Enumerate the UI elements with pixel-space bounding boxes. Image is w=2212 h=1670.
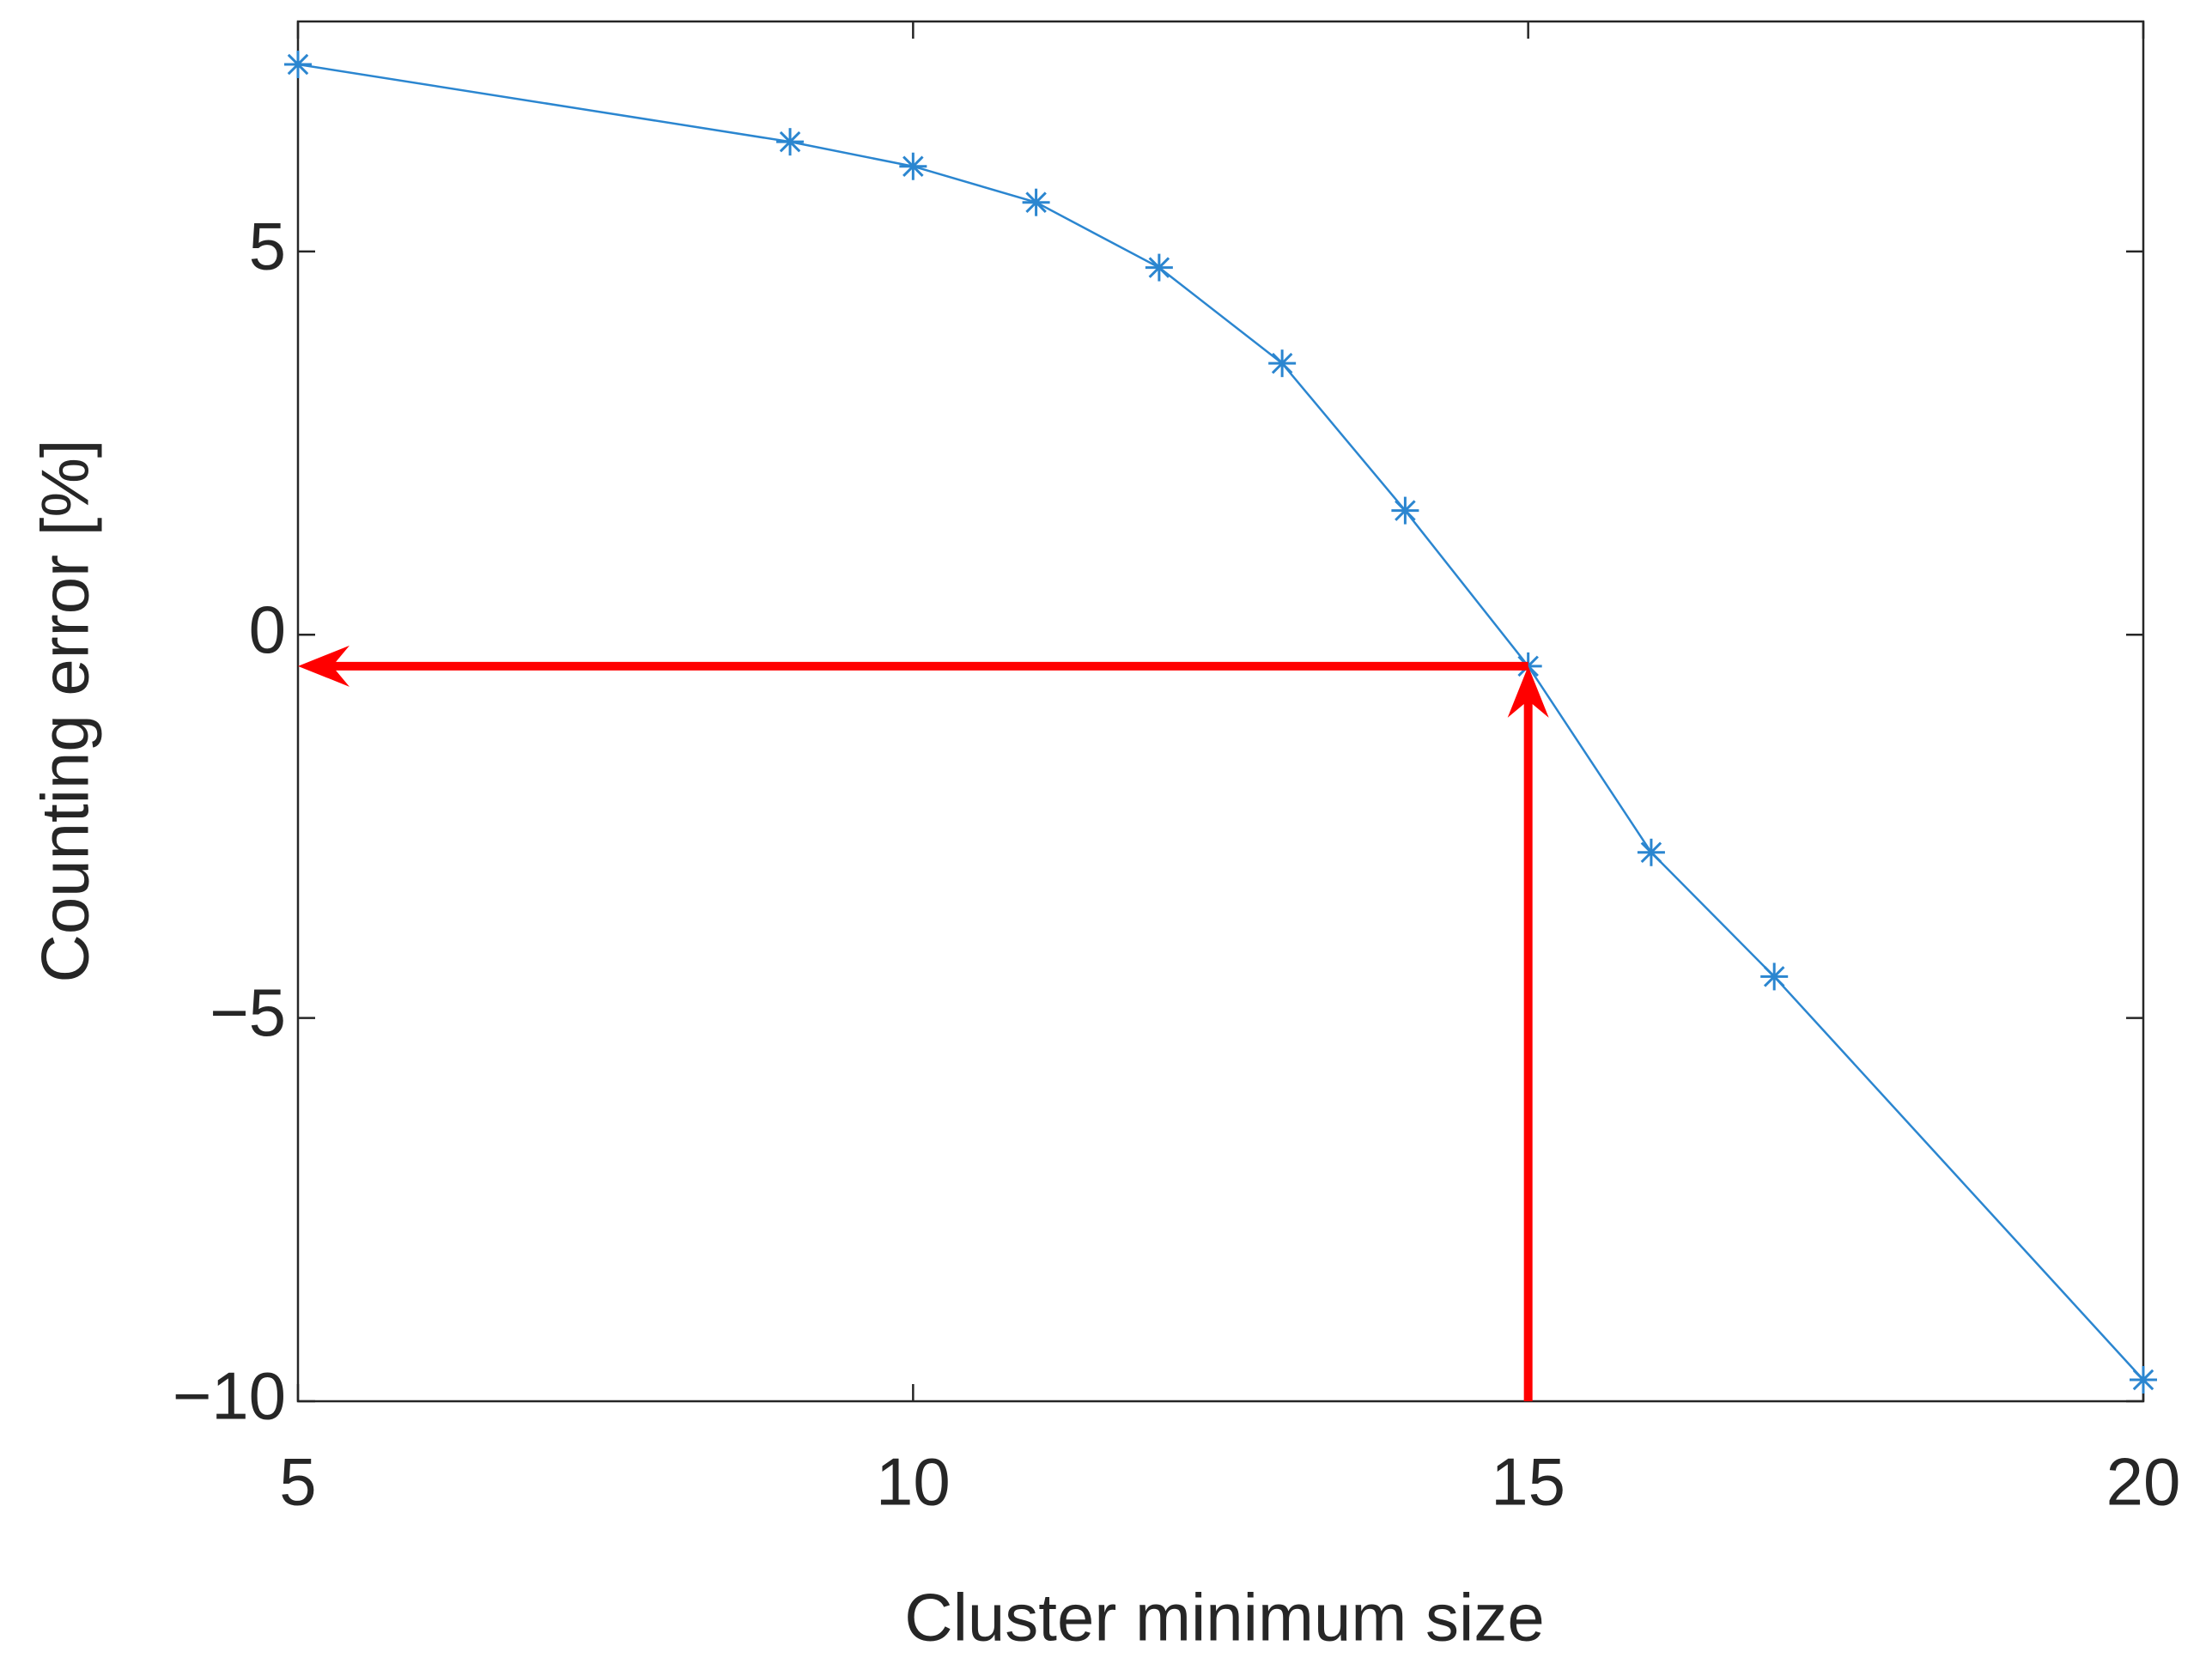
annotation-arrowhead	[298, 645, 349, 687]
marker-stroke	[287, 53, 309, 76]
series-line	[297, 63, 2144, 1381]
marker-stroke	[1640, 841, 1662, 864]
marker-stroke	[2132, 1369, 2154, 1391]
marker-stroke	[902, 155, 924, 177]
y-tick-label: 0	[249, 592, 286, 667]
marker-stroke	[1271, 352, 1293, 374]
y-tick-label: 5	[249, 208, 286, 283]
annotation-arrowhead	[1507, 665, 1549, 718]
data-point	[776, 128, 805, 156]
x-tick-label: 20	[2106, 1444, 2181, 1520]
marker-stroke	[1025, 191, 1047, 213]
data-point	[2130, 1366, 2157, 1394]
y-tick-label: −5	[210, 975, 286, 1050]
data-point	[1145, 253, 1173, 282]
y-tick-label: −10	[173, 1358, 286, 1434]
plot-frame	[296, 20, 2145, 1403]
data-point	[1637, 838, 1665, 866]
marker-stroke	[1517, 655, 1539, 677]
data-point	[1391, 496, 1419, 525]
marker-stroke	[779, 131, 801, 153]
data-point	[1022, 188, 1050, 216]
data-point	[899, 152, 927, 180]
data-point	[1760, 963, 1789, 991]
x-tick-label: 10	[876, 1444, 951, 1520]
x-axis-label: Cluster minimum size	[904, 1580, 1544, 1655]
data-point	[284, 50, 312, 78]
marker-stroke	[1395, 500, 1416, 521]
y-axis-label: Counting error [%]	[27, 440, 103, 983]
data-point	[1268, 349, 1297, 378]
x-tick-label: 15	[1491, 1444, 1565, 1520]
marker-stroke	[1148, 257, 1170, 278]
x-tick-label: 5	[279, 1444, 316, 1520]
marker-stroke	[1763, 966, 1785, 987]
